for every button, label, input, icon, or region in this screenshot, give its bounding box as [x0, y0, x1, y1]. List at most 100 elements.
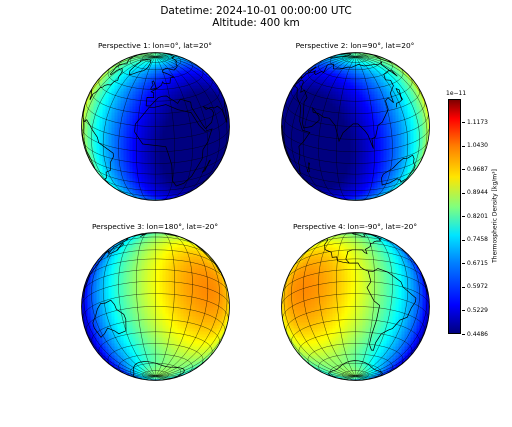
density-cell — [159, 133, 163, 137]
density-cell — [102, 133, 106, 137]
density-cell — [317, 145, 321, 149]
density-cell — [147, 100, 151, 104]
density-cell — [114, 322, 118, 326]
density-cell — [84, 325, 88, 329]
density-cell — [377, 172, 381, 176]
density-cell — [377, 193, 381, 197]
density-cell — [114, 106, 118, 110]
density-cell — [147, 109, 151, 113]
density-cell — [168, 124, 172, 128]
density-cell — [395, 163, 399, 167]
density-cell — [129, 274, 133, 278]
density-cell — [383, 127, 387, 131]
density-cell — [386, 76, 390, 80]
density-cell — [99, 94, 103, 98]
density-cell — [150, 142, 154, 146]
density-cell — [120, 265, 124, 269]
density-cell — [150, 151, 154, 155]
density-cell — [150, 85, 154, 89]
density-cell — [108, 274, 112, 278]
density-cell — [225, 124, 229, 128]
density-cell — [356, 88, 360, 92]
density-cell — [395, 115, 399, 119]
density-cell — [401, 121, 405, 125]
density-cell — [162, 136, 166, 140]
density-cell — [108, 361, 112, 365]
density-cell — [90, 139, 94, 143]
density-cell — [168, 94, 172, 98]
density-cell — [320, 73, 324, 77]
density-cell — [320, 112, 324, 116]
density-cell — [114, 100, 118, 104]
density-cell — [111, 310, 115, 314]
density-cell — [144, 190, 148, 194]
density-cell — [347, 124, 351, 128]
density-cell — [204, 148, 208, 152]
density-cell — [126, 97, 130, 101]
density-cell — [359, 106, 363, 110]
density-cell — [111, 91, 115, 95]
density-cell — [144, 265, 148, 269]
density-cell — [144, 118, 148, 122]
density-cell — [380, 121, 384, 125]
density-cell — [329, 106, 333, 110]
density-cell — [102, 271, 106, 275]
density-cell — [123, 139, 127, 143]
density-cell — [126, 307, 130, 311]
density-cell — [120, 349, 124, 353]
density-cell — [90, 286, 94, 290]
density-cell — [183, 187, 187, 191]
density-cell — [144, 271, 148, 275]
density-cell — [359, 142, 363, 146]
density-cell — [147, 145, 151, 149]
density-cell — [314, 181, 318, 185]
density-cell — [141, 280, 145, 284]
density-cell — [281, 118, 285, 122]
density-cell — [353, 124, 357, 128]
density-cell — [320, 130, 324, 134]
density-cell — [192, 136, 196, 140]
density-cell — [308, 94, 312, 98]
density-cell — [171, 67, 175, 71]
density-cell — [284, 130, 288, 134]
density-cell — [135, 292, 139, 296]
density-cell — [201, 184, 205, 188]
density-cell — [293, 130, 297, 134]
density-cell — [365, 169, 369, 173]
density-cell — [338, 151, 342, 155]
density-cell — [120, 64, 124, 68]
density-cell — [114, 91, 118, 95]
density-cell — [404, 172, 408, 176]
density-cell — [395, 169, 399, 173]
meridian-line — [355, 56, 408, 196]
density-cell — [356, 103, 360, 107]
density-cell — [305, 76, 309, 80]
density-cell — [192, 178, 196, 182]
density-cell — [287, 121, 291, 125]
density-cell — [117, 166, 121, 170]
density-cell — [138, 283, 142, 287]
density-cell — [156, 163, 160, 167]
coastline — [146, 95, 228, 130]
density-cell — [168, 190, 172, 194]
density-cell — [105, 355, 109, 359]
density-cell — [365, 97, 369, 101]
density-cell — [353, 106, 357, 110]
density-cell — [216, 163, 220, 167]
density-cell — [99, 295, 103, 299]
density-cell — [138, 256, 142, 260]
density-cell — [320, 70, 324, 74]
density-cell — [207, 157, 211, 161]
density-cell — [111, 337, 115, 341]
density-cell — [323, 85, 327, 89]
density-cell — [371, 85, 375, 89]
density-cell — [410, 85, 414, 89]
density-cell — [299, 139, 303, 143]
density-cell — [401, 118, 405, 122]
density-cell — [114, 139, 118, 143]
density-cell — [141, 244, 145, 248]
density-cell — [141, 121, 145, 125]
density-cell — [326, 166, 330, 170]
density-cell — [165, 157, 169, 161]
density-cell — [371, 184, 375, 188]
